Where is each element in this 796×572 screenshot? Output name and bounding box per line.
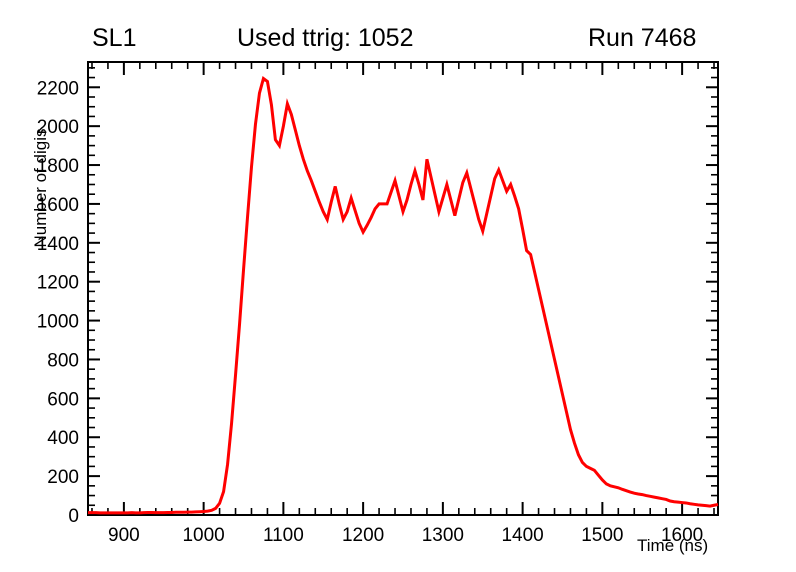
svg-text:1400: 1400 <box>501 525 543 546</box>
svg-text:200: 200 <box>47 467 79 488</box>
svg-text:1200: 1200 <box>37 273 79 294</box>
svg-text:1400: 1400 <box>37 234 79 255</box>
svg-text:1600: 1600 <box>661 525 703 546</box>
svg-text:2000: 2000 <box>37 117 79 138</box>
svg-text:900: 900 <box>108 525 140 546</box>
digi-time-curve <box>88 76 719 515</box>
svg-text:1300: 1300 <box>422 525 464 546</box>
run-number-label: Run 7468 <box>588 24 697 52</box>
svg-text:1800: 1800 <box>37 156 79 177</box>
svg-text:2200: 2200 <box>37 78 79 99</box>
x-axis-ticks: 900 1000 1100 1200 1300 1400 1500 1600 <box>91 62 715 546</box>
svg-text:1000: 1000 <box>182 525 224 546</box>
ttrig-title: Used ttrig: 1052 <box>237 24 414 52</box>
svg-text:1500: 1500 <box>581 525 623 546</box>
plot-frame <box>87 61 719 516</box>
y-axis-ticks: 0 200 400 600 800 1000 1200 1400 1600 1800 2000 220… <box>37 67 718 527</box>
svg-text:1600: 1600 <box>37 195 79 216</box>
x-axis-title: Time (ns) <box>637 536 709 555</box>
svg-text:800: 800 <box>47 350 79 371</box>
svg-text:1100: 1100 <box>263 525 304 546</box>
svg-text:1000: 1000 <box>37 312 79 333</box>
svg-text:1200: 1200 <box>342 525 384 546</box>
svg-text:0: 0 <box>68 506 79 527</box>
svg-text:600: 600 <box>47 389 79 410</box>
svg-text:400: 400 <box>47 428 79 449</box>
superlayer-label: SL1 <box>92 24 137 52</box>
